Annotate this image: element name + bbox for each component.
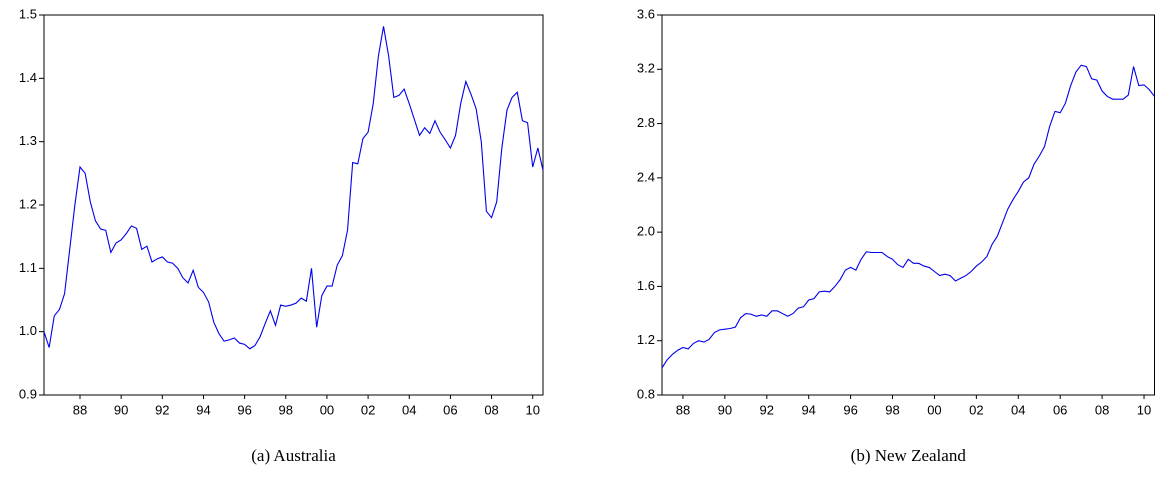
x-tick-label: 88 (676, 402, 690, 417)
x-tick-label: 02 (969, 402, 983, 417)
x-tick-label: 92 (155, 402, 169, 417)
x-tick-label: 04 (1011, 402, 1025, 417)
x-tick-label: 08 (484, 402, 498, 417)
y-tick-label: 0.8 (637, 386, 655, 401)
y-tick-label: 1.6 (637, 278, 655, 293)
y-tick-label: 0.9 (19, 386, 37, 401)
x-tick-label: 00 (927, 402, 941, 417)
data-line (43, 26, 544, 350)
y-tick-label: 3.2 (637, 61, 655, 76)
y-tick-label: 2.0 (637, 224, 655, 239)
y-tick-label: 1.5 (19, 6, 37, 21)
y-tick-label: 1.1 (19, 260, 37, 275)
y-tick-label: 1.3 (19, 133, 37, 148)
plot-frame (43, 14, 544, 396)
x-tick-label: 02 (361, 402, 375, 417)
x-tick-label: 98 (279, 402, 293, 417)
caption: (b) New Zealand (851, 446, 967, 465)
plot-frame (661, 14, 1155, 396)
x-tick-label: 90 (718, 402, 732, 417)
x-tick-label: 94 (196, 402, 210, 417)
x-tick-label: 98 (885, 402, 899, 417)
caption: (a) Australia (251, 446, 336, 465)
y-tick-label: 1.2 (19, 196, 37, 211)
x-tick-label: 90 (114, 402, 128, 417)
x-tick-label: 10 (525, 402, 539, 417)
y-tick-label: 2.4 (637, 169, 655, 184)
x-tick-label: 06 (1053, 402, 1067, 417)
x-tick-label: 92 (760, 402, 774, 417)
y-tick-label: 1.2 (637, 332, 655, 347)
y-tick-label: 3.6 (637, 6, 655, 21)
x-tick-label: 96 (237, 402, 251, 417)
data-line (661, 64, 1155, 369)
x-tick-label: 88 (73, 402, 87, 417)
x-tick-label: 10 (1137, 402, 1151, 417)
y-tick-label: 1.0 (19, 323, 37, 338)
x-tick-label: 06 (443, 402, 457, 417)
y-tick-label: 2.8 (637, 115, 655, 130)
x-tick-label: 94 (801, 402, 815, 417)
x-tick-label: 04 (402, 402, 416, 417)
x-tick-label: 08 (1095, 402, 1109, 417)
x-tick-label: 96 (843, 402, 857, 417)
x-tick-label: 00 (320, 402, 334, 417)
y-tick-label: 1.4 (19, 70, 37, 85)
